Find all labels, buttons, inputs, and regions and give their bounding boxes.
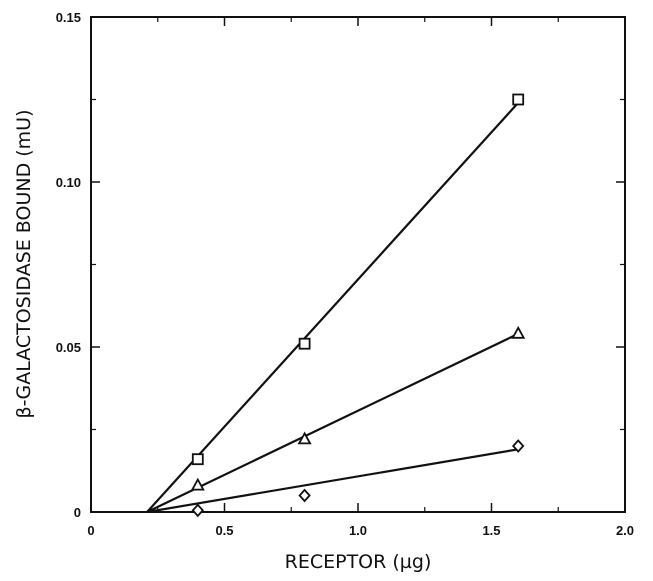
y-tick-labels: 0 0.05 0.10 0.15 — [56, 10, 81, 520]
y-tick-label: 0 — [74, 505, 81, 520]
diamond-point — [191, 503, 205, 518]
diamond-point — [511, 439, 525, 453]
x-tick-label: 2.0 — [616, 523, 634, 538]
x-tick-label: 1.0 — [349, 523, 367, 538]
triangle-point — [297, 431, 312, 445]
x-tick-label: 1.5 — [482, 523, 500, 538]
x-tick-label: 0.5 — [215, 523, 233, 538]
x-tick-labels: 0 0.5 1.0 1.5 2.0 — [87, 523, 634, 538]
fit-lines — [146, 102, 520, 514]
fit-line-square — [146, 102, 520, 513]
diamond-point — [298, 488, 311, 503]
y-tick-label: 0.10 — [56, 175, 81, 190]
y-axis-title: β-GALACTOSIDASE BOUND (mU) — [13, 110, 35, 419]
y-tick-label: 0.05 — [56, 340, 81, 355]
x-axis-title: RECEPTOR (µg) — [285, 551, 432, 573]
data-markers — [190, 93, 526, 518]
axis-ticks — [90, 16, 626, 513]
fit-line-triangle — [146, 332, 519, 513]
square-point — [191, 453, 204, 466]
y-tick-label: 0.15 — [56, 10, 81, 25]
triangle-point — [190, 477, 205, 491]
plot-frame — [90, 16, 626, 513]
fit-line-diamond — [146, 448, 519, 514]
square-point — [512, 93, 525, 106]
square-point — [298, 337, 311, 350]
x-tick-label: 0 — [87, 523, 94, 538]
triangle-point — [511, 325, 526, 339]
